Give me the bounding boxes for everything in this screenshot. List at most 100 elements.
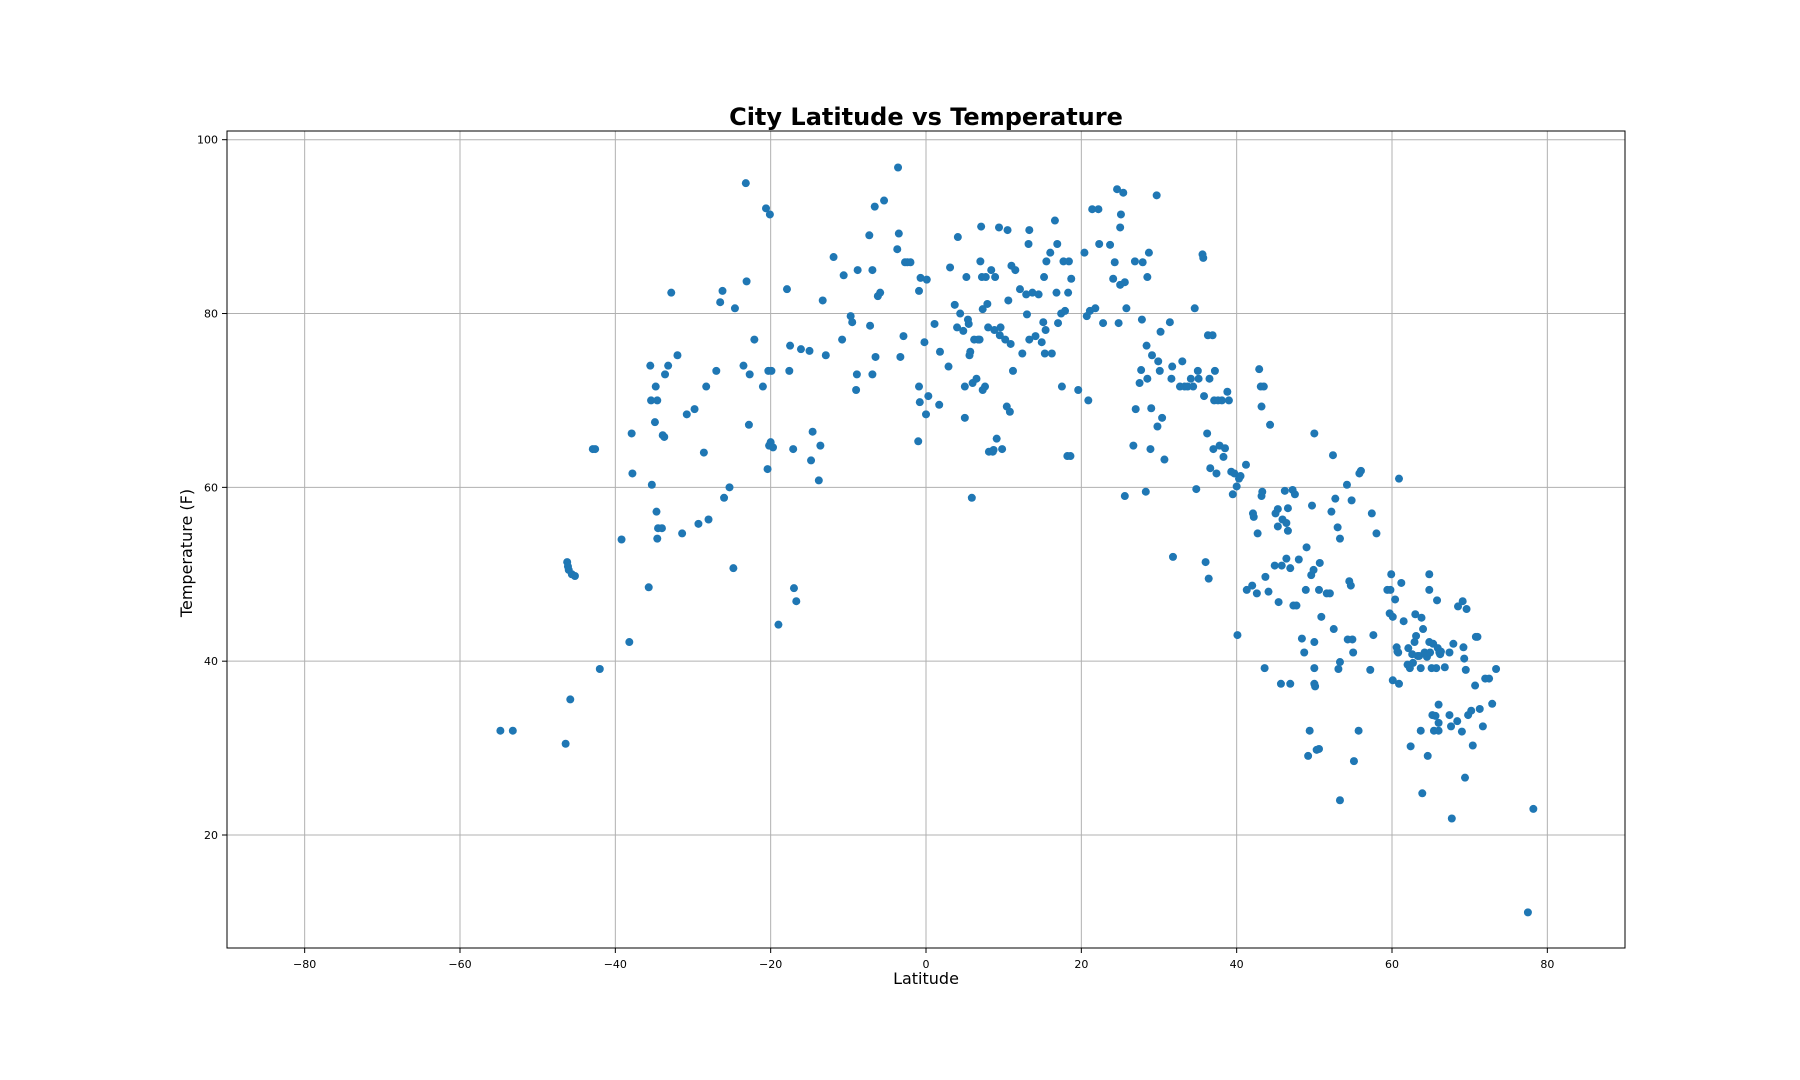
scatter-point xyxy=(1160,455,1169,464)
scatter-point xyxy=(1208,331,1217,340)
x-tick-label: 40 xyxy=(1230,958,1244,971)
scatter-point xyxy=(1317,612,1326,621)
scatter-point xyxy=(720,493,729,502)
scatter-point xyxy=(865,231,874,240)
scatter-point xyxy=(1388,676,1397,685)
scatter-point xyxy=(964,319,973,328)
scatter-point xyxy=(998,445,1007,454)
scatter-point xyxy=(1309,565,1318,574)
scatter-point xyxy=(930,319,939,328)
scatter-point xyxy=(852,386,861,395)
scatter-point xyxy=(1011,266,1020,275)
scatter-point xyxy=(1119,188,1128,197)
scatter-point xyxy=(1189,382,1198,391)
scatter-point xyxy=(678,529,687,538)
scatter-point xyxy=(1473,632,1482,641)
scatter-point xyxy=(1434,726,1443,735)
scatter-point xyxy=(1024,239,1033,248)
scatter-point xyxy=(899,332,908,341)
scatter-point xyxy=(1116,223,1125,232)
scatter-point xyxy=(1066,452,1075,461)
scatter-point xyxy=(617,535,626,544)
scatter-point xyxy=(1120,492,1129,501)
scatter-point xyxy=(653,396,662,405)
scatter-point xyxy=(1356,466,1365,475)
y-tick-label: 60 xyxy=(204,481,218,494)
scatter-point xyxy=(1005,407,1014,416)
scatter-point xyxy=(652,507,661,516)
scatter-point xyxy=(625,638,634,647)
scatter-point xyxy=(1408,658,1417,667)
scatter-point xyxy=(627,429,636,438)
scatter-point xyxy=(1131,405,1140,414)
scatter-point xyxy=(995,223,1004,232)
scatter-point xyxy=(1167,374,1176,383)
scatter-point xyxy=(1200,392,1209,401)
scatter-point xyxy=(591,445,600,454)
scatter-point xyxy=(1294,555,1303,564)
scatter-point xyxy=(1248,581,1257,590)
scatter-point xyxy=(1233,631,1242,640)
scatter-point xyxy=(1054,319,1063,328)
scatter-point xyxy=(1209,445,1218,454)
scatter-point xyxy=(1006,339,1015,348)
scatter-point xyxy=(1459,643,1468,652)
scatter-point xyxy=(1047,349,1056,358)
x-tick-label: −20 xyxy=(759,958,782,971)
scatter-point xyxy=(818,296,827,305)
scatter-point xyxy=(852,370,861,379)
scatter-point xyxy=(1529,804,1538,813)
scatter-point xyxy=(768,443,777,452)
scatter-point xyxy=(1302,543,1311,552)
scatter-point xyxy=(1114,319,1123,328)
scatter-point xyxy=(1255,365,1264,374)
x-axis-ticks: −80 −60 −40 −20 0 20 40 60 80 xyxy=(293,948,1554,971)
scatter-point xyxy=(1283,504,1292,513)
scatter-point xyxy=(1230,469,1239,478)
scatter-point xyxy=(853,266,862,275)
scatter-point xyxy=(1347,496,1356,505)
scatter-points xyxy=(496,163,1538,917)
scatter-point xyxy=(1067,274,1076,283)
scatter-point xyxy=(1039,318,1048,327)
scatter-point xyxy=(1286,679,1295,688)
scatter-point xyxy=(1273,505,1282,514)
scatter-point xyxy=(1458,597,1467,606)
scatter-point xyxy=(1001,335,1010,344)
scatter-point xyxy=(1404,644,1413,653)
scatter-point xyxy=(814,476,823,485)
scatter-point xyxy=(1252,589,1261,598)
scatter-point xyxy=(1152,191,1161,200)
x-tick-label: −60 xyxy=(448,958,471,971)
scatter-point xyxy=(953,323,962,332)
scatter-point xyxy=(966,347,975,356)
y-axis-label: Temperature (F) xyxy=(177,489,196,618)
scatter-point xyxy=(1094,205,1103,214)
scatter-point xyxy=(1436,647,1445,656)
scatter-point xyxy=(1099,319,1108,328)
scatter-point xyxy=(762,204,771,213)
scatter-point xyxy=(1138,258,1147,267)
scatter-point xyxy=(651,382,660,391)
scatter-point xyxy=(673,351,682,360)
scatter-point xyxy=(1223,387,1232,396)
scatter-point xyxy=(977,222,986,231)
scatter-point xyxy=(785,366,794,375)
scatter-point xyxy=(682,410,691,419)
scatter-point xyxy=(1311,682,1320,691)
scatter-point xyxy=(1130,257,1139,266)
scatter-point xyxy=(1366,665,1375,674)
scatter-point xyxy=(1168,552,1177,561)
scatter-point xyxy=(1034,290,1043,299)
scatter-point xyxy=(1259,382,1268,391)
scatter-point xyxy=(1419,625,1428,634)
scatter-point xyxy=(1282,518,1291,527)
scatter-point xyxy=(646,361,655,370)
scatter-point xyxy=(699,448,708,457)
scatter-point xyxy=(742,277,751,286)
scatter-point xyxy=(1310,664,1319,673)
scatter-point xyxy=(763,465,772,474)
scatter-point xyxy=(1156,327,1165,336)
scatter-point xyxy=(1028,288,1037,297)
scatter-point xyxy=(1241,460,1250,469)
